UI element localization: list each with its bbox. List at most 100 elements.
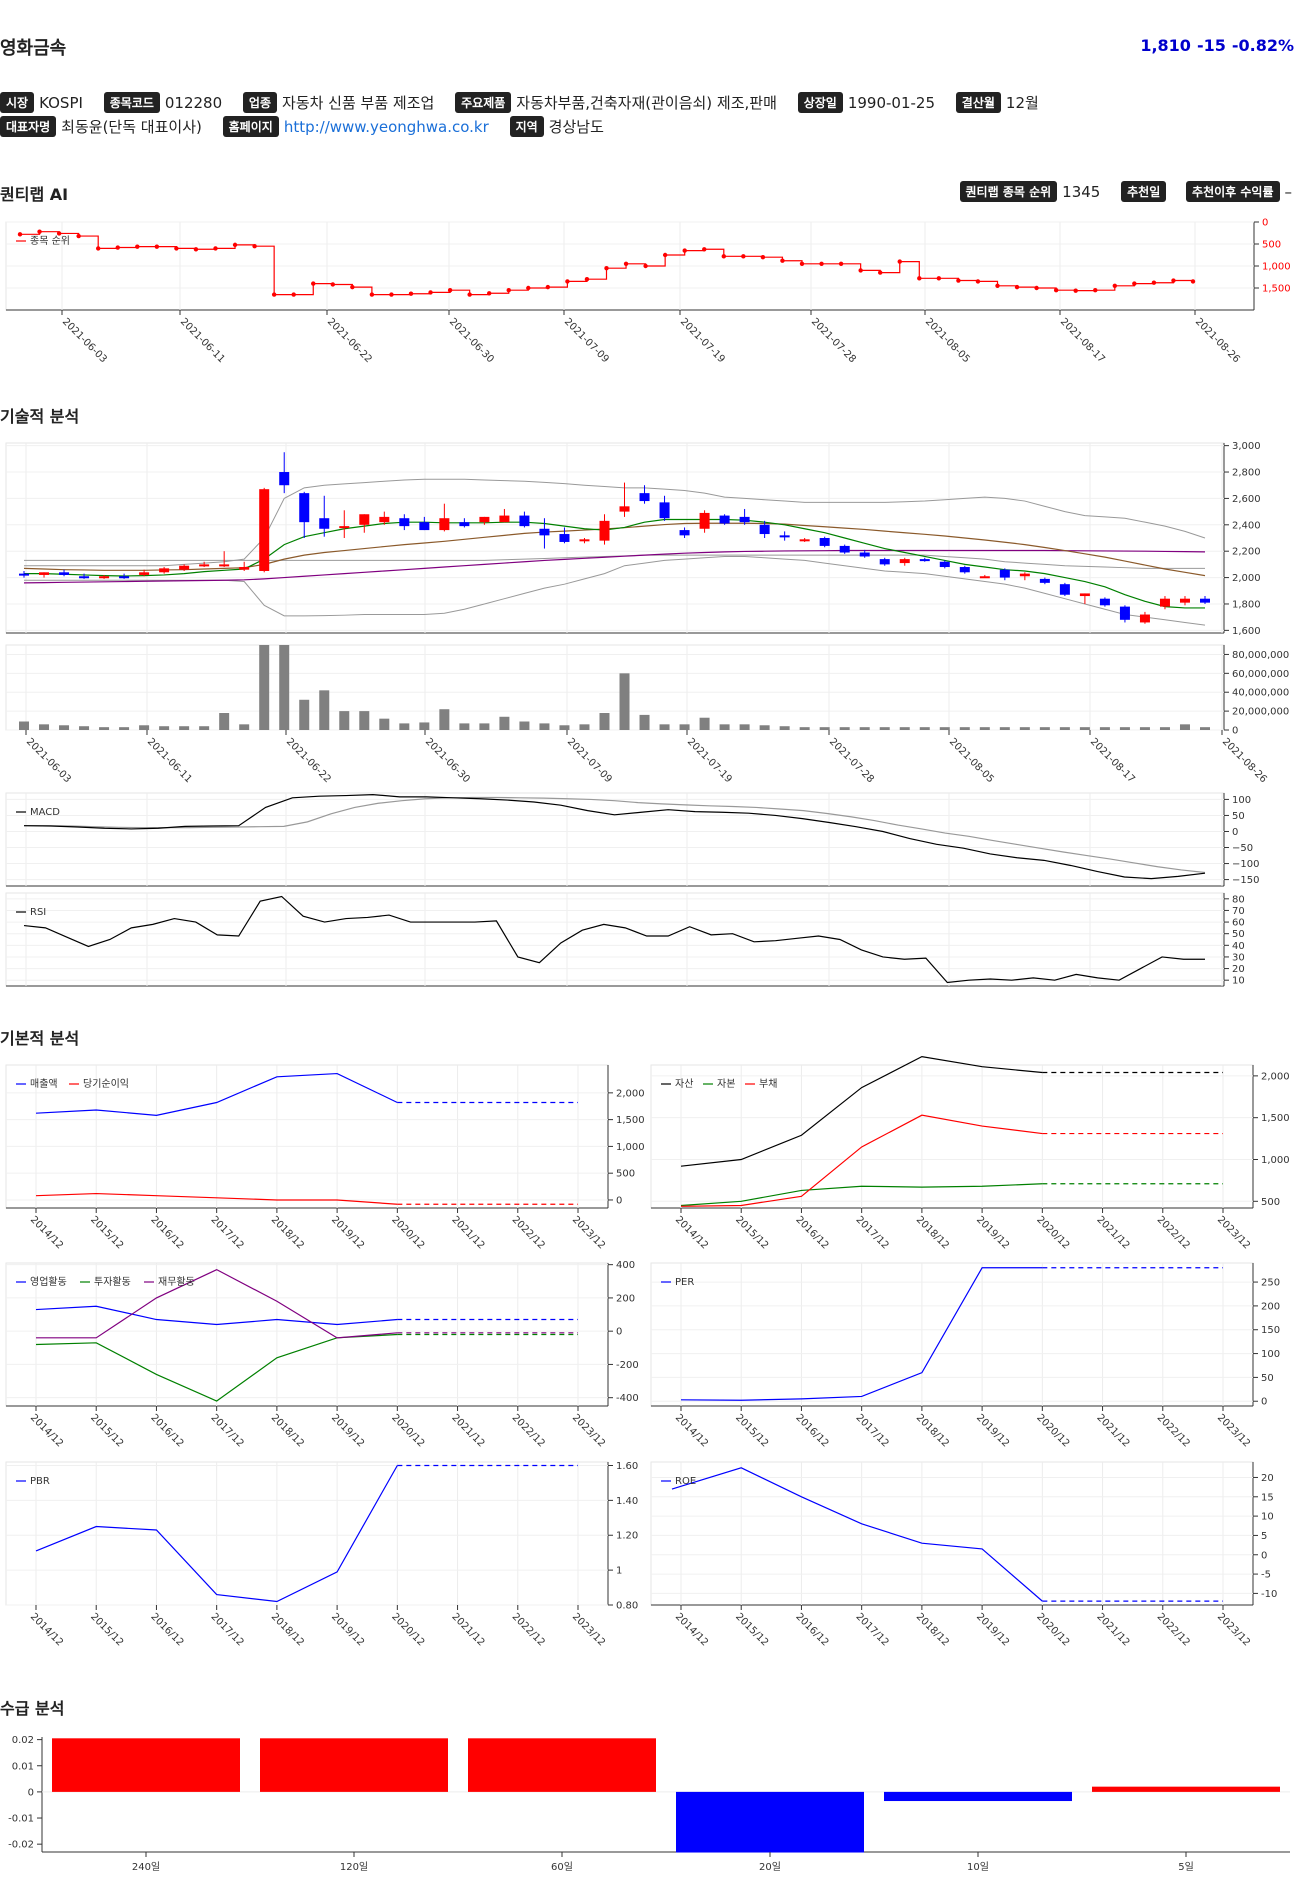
rank-point — [897, 259, 902, 264]
rsi-ytick-label: 20 — [1232, 964, 1245, 975]
return-tag: 추천이후 수익률 — [1186, 181, 1280, 202]
balance-ytick-label: 500 — [1261, 1197, 1280, 1208]
macd-ytick-label: 100 — [1232, 795, 1251, 806]
rank-point — [956, 278, 961, 283]
candle-body — [579, 539, 590, 542]
balance-xtick-label: 2014/12 — [673, 1214, 710, 1251]
volume-ytick-label: 0 — [1232, 726, 1238, 737]
rank-point — [858, 268, 863, 273]
candle-body — [519, 515, 530, 527]
volume-bar — [319, 690, 330, 730]
candle-body — [359, 514, 370, 525]
rsi-line — [23, 895, 1205, 984]
candle-body — [619, 506, 630, 512]
rank-ytick-label: 1,000 — [1262, 262, 1291, 273]
flow-bar — [676, 1791, 864, 1853]
rank-point — [565, 279, 570, 284]
rsi-ytick-label: 60 — [1232, 918, 1245, 929]
cashflow-xtick-label: 2022/12 — [510, 1412, 547, 1449]
cashflow-xtick-label: 2021/12 — [449, 1412, 486, 1449]
rank-point — [174, 246, 179, 251]
rank-xtick-label: 2021-06-22 — [325, 316, 374, 365]
volume-bar — [159, 726, 170, 730]
balance-series-0-line — [680, 1056, 1043, 1167]
candle-body — [1200, 598, 1210, 603]
sales-legend-label: 매출액 — [30, 1078, 58, 1090]
candle-body — [419, 522, 430, 531]
balance-xtick-label: 2021/12 — [1094, 1214, 1131, 1251]
rank-point — [682, 248, 687, 253]
ai-summary: 퀀티랩 종목 순위 1345 추천일 추천이후 수익률 – — [959, 181, 1292, 202]
rank-xtick-label: 2021-07-19 — [678, 316, 727, 365]
volume-bar — [979, 727, 990, 730]
per-legend-label: PER — [675, 1277, 694, 1288]
flow-xtick-label: 20일 — [759, 1861, 781, 1873]
flow-bar — [52, 1738, 240, 1792]
pbr-ytick-label: 1.20 — [616, 1531, 638, 1542]
candle-body — [779, 535, 790, 538]
volume-bar — [339, 711, 350, 730]
volume-bar — [1139, 727, 1150, 730]
candle-body — [1039, 578, 1050, 583]
volume-bar — [999, 727, 1010, 730]
balance-xtick-label: 2019/12 — [974, 1214, 1011, 1251]
volume-xtick-label: 2021-06-22 — [284, 736, 333, 785]
section-tech-title: 기술적 분석 — [0, 407, 80, 426]
rank-point — [799, 261, 805, 266]
pbr-xtick-label: 2019/12 — [329, 1611, 366, 1648]
macd-ytick-label: −50 — [1232, 843, 1253, 854]
cashflow-ytick-label: 0 — [616, 1327, 622, 1338]
candle-body — [879, 559, 890, 565]
volume-bar — [1099, 727, 1110, 730]
cashflow-xtick-label: 2018/12 — [269, 1412, 306, 1449]
rank-point — [1034, 285, 1039, 291]
pbr-xtick-label: 2018/12 — [269, 1611, 306, 1648]
rank-point — [721, 254, 726, 259]
pbr-xtick-label: 2020/12 — [389, 1611, 426, 1648]
candle-body — [819, 538, 830, 546]
sales-xtick-label: 2017/12 — [209, 1214, 246, 1251]
volume-bar — [819, 727, 830, 730]
rank-point — [643, 263, 648, 269]
volume-xtick-label: 2021-06-30 — [423, 736, 472, 785]
volume-bar — [519, 721, 530, 730]
candles-ytick-label: 2,200 — [1232, 547, 1261, 558]
balance-legend: 자산 자본 부채 — [661, 1078, 777, 1090]
candles-ytick-label: 2,000 — [1232, 573, 1261, 584]
homepage-link[interactable]: http://www.yeonghwa.co.kr — [283, 118, 489, 136]
flow-xtick-label: 5일 — [1178, 1861, 1194, 1873]
volume-bar — [639, 714, 650, 730]
volume-bar — [939, 727, 950, 730]
candles-plot-frame — [5, 442, 1225, 634]
candle-body — [539, 528, 550, 536]
macd-ytick-label: 50 — [1232, 811, 1245, 822]
volume-ytick-label: 80,000,000 — [1232, 650, 1289, 661]
volume-bar — [419, 722, 430, 730]
rank-point — [780, 258, 785, 263]
rank-point — [17, 232, 23, 237]
macd-signal-line — [24, 796, 1206, 874]
macd-ytick-label: −100 — [1232, 859, 1259, 870]
rank-point — [487, 291, 492, 296]
per-ytick-label: 100 — [1261, 1349, 1280, 1360]
sales-series-1-line — [35, 1192, 398, 1205]
sales-xtick-label: 2023/12 — [570, 1214, 607, 1251]
candle-body — [1139, 614, 1150, 623]
rank-point — [213, 246, 218, 251]
section-fund-title: 기본적 분석 — [0, 1029, 80, 1048]
pbr-xtick-label: 2022/12 — [510, 1611, 547, 1648]
volume-xtick-label: 2021-07-19 — [685, 736, 734, 785]
candle-body — [1019, 573, 1030, 577]
fiscal-tag: 결산월 — [955, 92, 1001, 113]
volume-bar — [1059, 727, 1070, 730]
rsi-plot-frame — [5, 892, 1225, 987]
sales-xtick-label: 2015/12 — [88, 1214, 125, 1251]
section-flow-title: 수급 분석 — [0, 1699, 65, 1718]
volume-bar — [119, 727, 130, 730]
pbr-xtick-label: 2015/12 — [88, 1611, 125, 1648]
product-value: 자동차부품,건축자재(관이음쇠) 제조,판매 — [516, 94, 777, 112]
volume-bar — [1019, 727, 1030, 730]
candle-body — [1179, 598, 1190, 603]
per-ytick-label: 150 — [1261, 1325, 1280, 1336]
volume-bar — [219, 713, 230, 730]
